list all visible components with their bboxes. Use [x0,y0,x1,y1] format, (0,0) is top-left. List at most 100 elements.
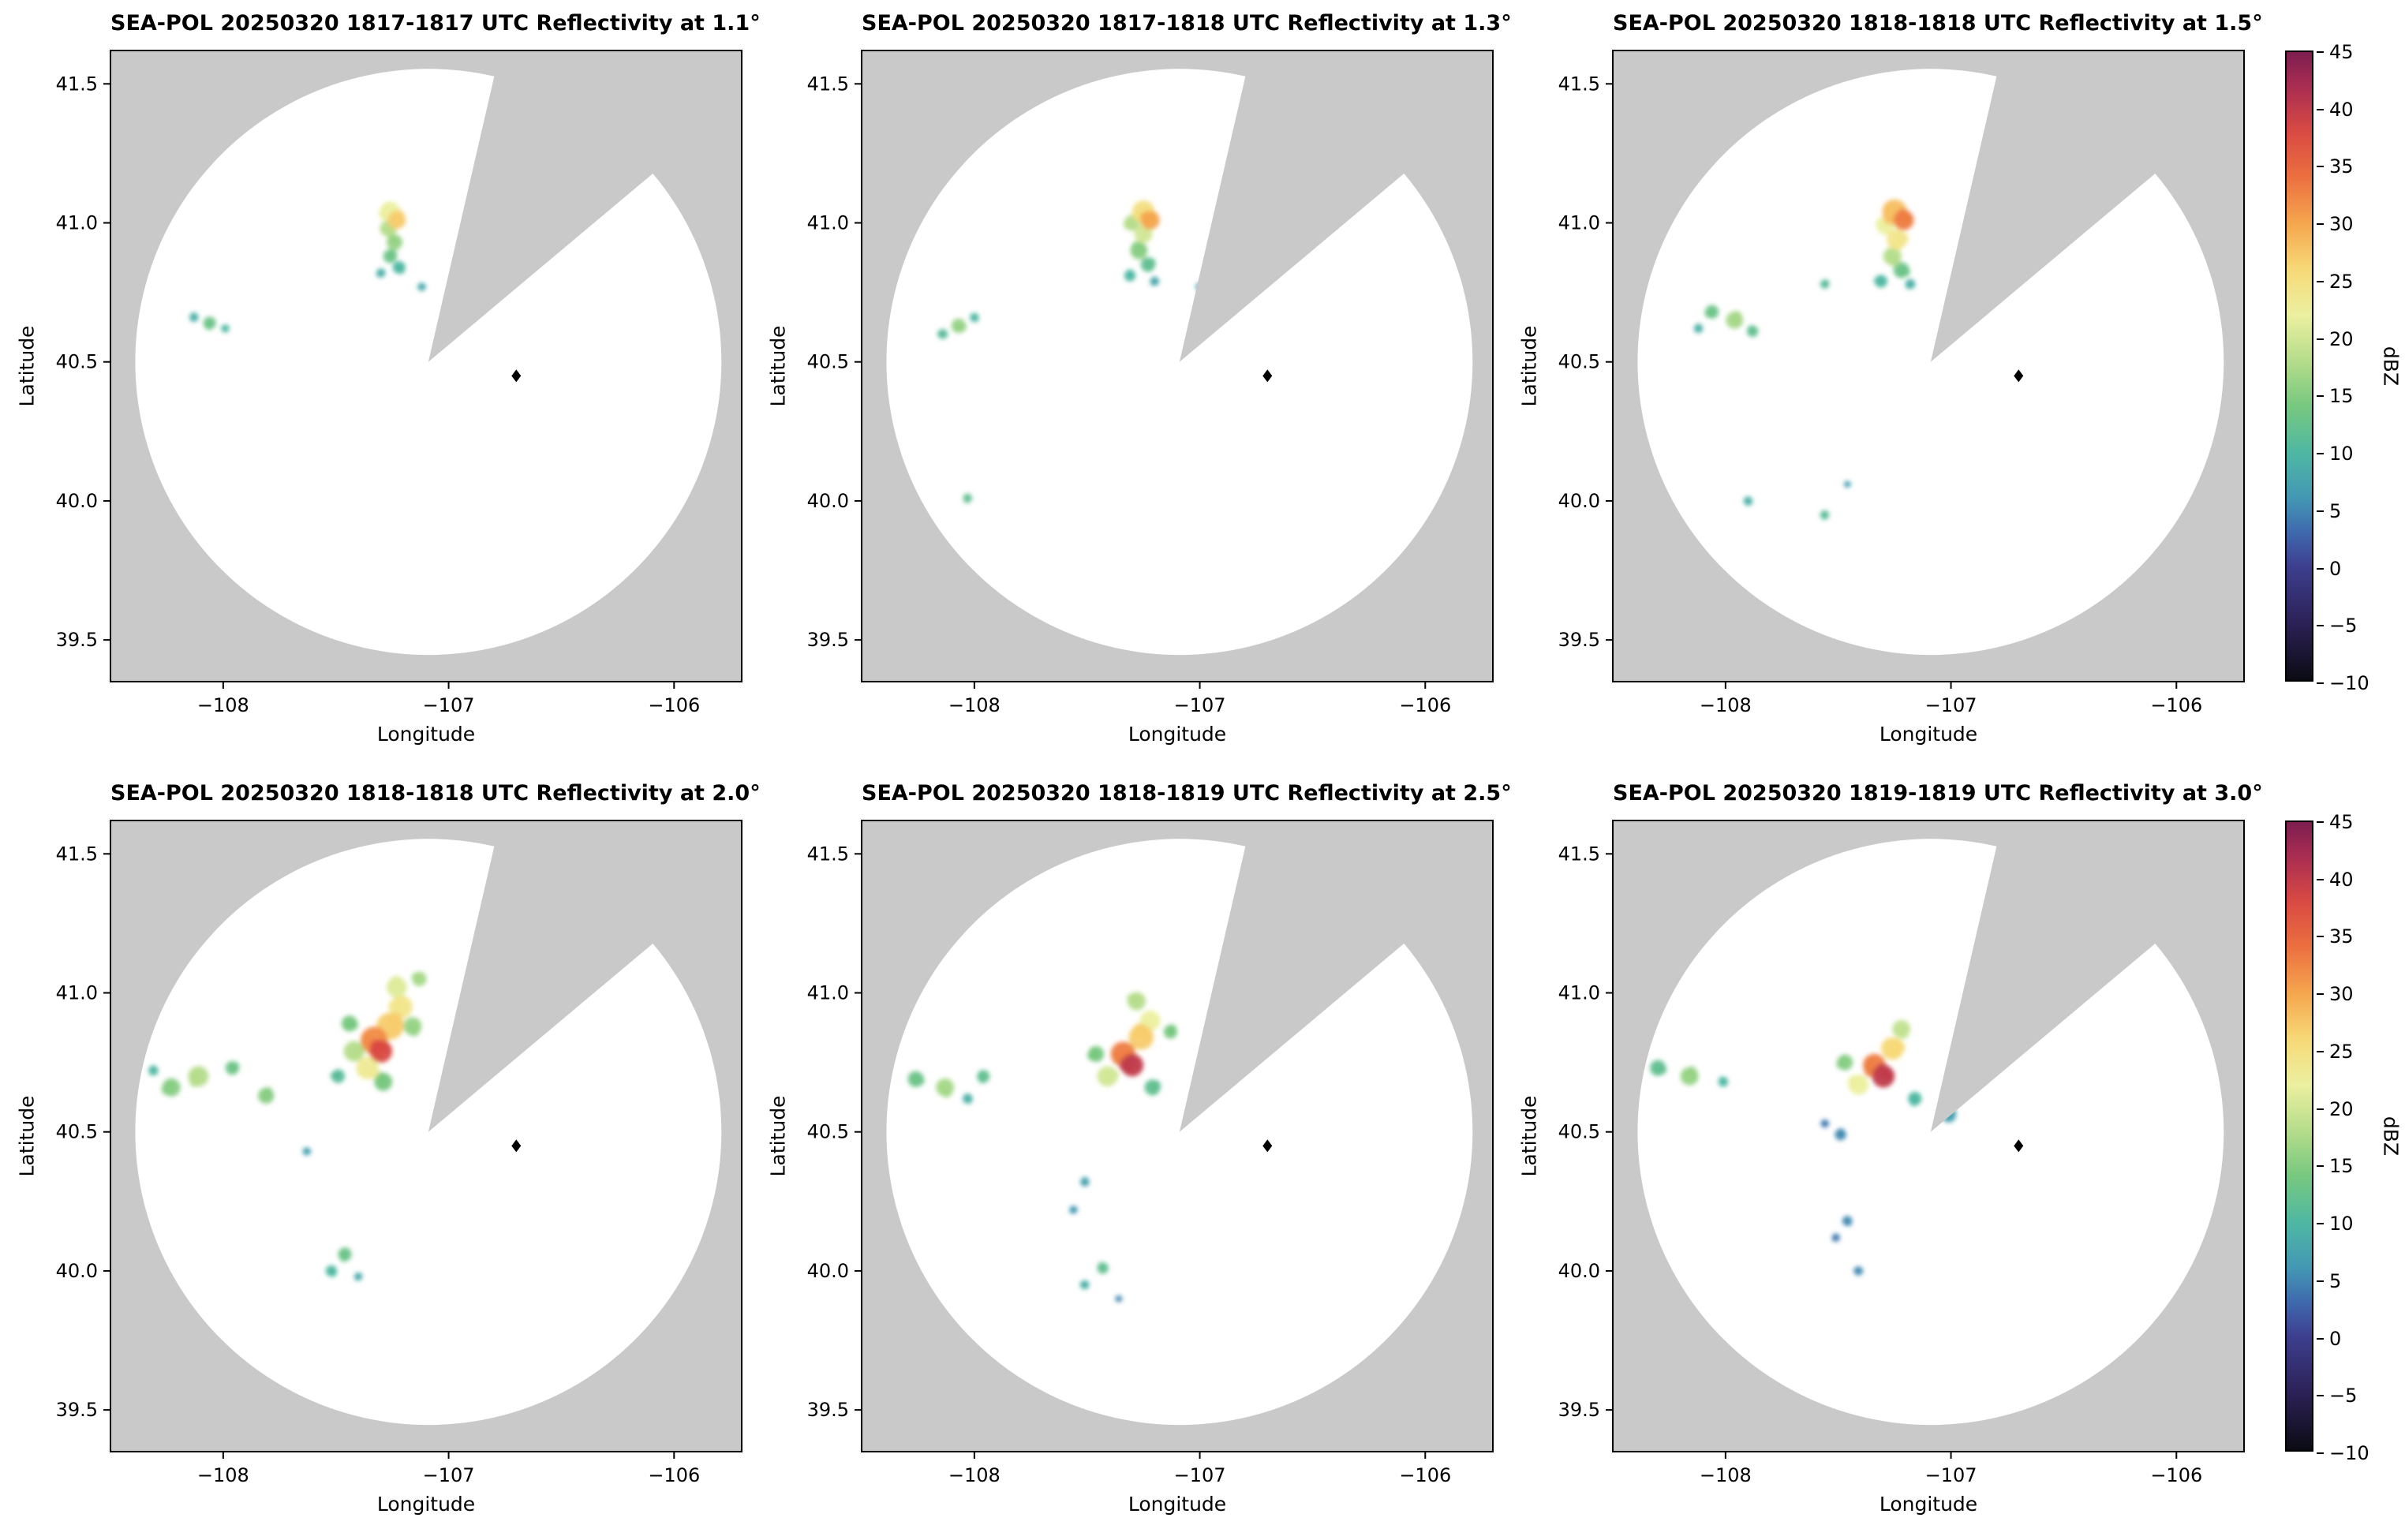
radar-coverage-area [135,69,722,656]
radar-site-marker [2014,369,2024,383]
radar-panel-5: SEA-POL 20250320 1818-1819 UTC Reflectiv… [751,770,1512,1540]
y-tick-label: 40.0 [56,1260,98,1282]
colorbar-tick-label: 45 [2329,811,2354,833]
colorbar-tick-label: 45 [2329,41,2354,63]
radar-ppi-plot: −108 −107 −106 41.5 41.0 40.5 40.0 39.5 [56,820,742,1486]
radar-coverage-area [886,69,1473,656]
x-tick-label: −106 [2150,694,2202,716]
colorbar-tick [2317,338,2324,340]
colorbar-tick [2317,625,2324,627]
radar-ppi-plot: −108 −107 −106 41.5 41.0 40.5 40.0 39.5 [56,50,742,716]
y-tick-label: 39.5 [56,1399,98,1421]
y-axis-label: Latitude [766,1095,790,1177]
y-tick-label: 39.5 [1558,629,1600,651]
y-tick-label: 40.5 [807,1121,849,1143]
radar-panel-3: SEA-POL 20250320 1818-1818 UTC Reflectiv… [1502,0,2263,770]
colorbar-tick-label: 40 [2329,868,2354,891]
plot-frame [1612,50,2245,682]
colorbar-row-1: 45 40 35 30 25 20 15 10 5 0 −5 −10 dBZ [2254,0,2405,770]
colorbar-tick-label: 0 [2329,557,2342,580]
colorbar-gradient [2285,820,2313,1452]
colorbar-tick [2317,51,2324,53]
x-tick-label: −107 [1174,694,1226,716]
colorbar-tick [2317,1280,2324,1282]
radar-ppi-plot: −108 −107 −106 41.5 41.0 40.5 40.0 39.5 [1558,820,2245,1486]
figure-row-1: SEA-POL 20250320 1817-1817 UTC Reflectiv… [15,0,2405,770]
y-tick-label: 40.0 [807,1260,849,1282]
colorbar-tick-label: 30 [2329,213,2354,236]
colorbar-gradient [2285,50,2313,682]
y-tick-label: 39.5 [807,1399,849,1421]
x-tick-label: −108 [197,694,249,716]
colorbar-tick-label: 20 [2329,327,2354,350]
colorbar-ticks [2317,51,2325,684]
colorbar-tick [2317,1050,2324,1052]
y-tick-label: 40.5 [56,1121,98,1143]
panel-title: SEA-POL 20250320 1818-1819 UTC Reflectiv… [862,781,1512,806]
y-tick-label: 41.0 [56,982,98,1004]
colorbar-tick-label: 15 [2329,385,2354,408]
colorbar-tick [2317,682,2324,684]
panel-title: SEA-POL 20250320 1819-1819 UTC Reflectiv… [1613,781,2263,806]
y-tick-label: 41.5 [1558,843,1600,865]
colorbar-tick [2317,993,2324,996]
y-tick-label: 41.5 [56,843,98,865]
colorbar-tick [2317,280,2324,282]
y-tick-label: 39.5 [56,629,98,651]
radar-coverage-area [1637,839,2224,1426]
y-tick-label: 40.0 [1558,490,1600,512]
reflectivity-echoes [189,201,427,333]
figure-row-2: SEA-POL 20250320 1818-1818 UTC Reflectiv… [0,770,2405,1540]
x-axis-label: Longitude [376,1493,476,1516]
x-tick-label: −106 [648,694,700,716]
radar-site-marker [1262,1139,1273,1153]
colorbar-tick-label: −10 [2329,672,2369,694]
colorbar-tick-label: 30 [2329,983,2354,1006]
y-tick-label: 41.5 [1558,73,1600,95]
x-tick-label: −107 [423,1464,475,1486]
colorbar-tick [2317,878,2324,880]
colorbar-ticks [2317,821,2325,1454]
x-tick-label: −107 [1925,694,1977,716]
y-tick-label: 41.0 [807,982,849,1004]
colorbar-tick-label: 25 [2329,1040,2354,1063]
y-tick-label: 41.0 [807,212,849,234]
radar-ppi-plot: −108 −107 −106 41.5 41.0 40.5 40.0 39.5 [807,820,1494,1486]
colorbar-tick-label: −5 [2329,615,2358,637]
colorbar-tick [2317,936,2324,938]
radar-site-marker [511,1139,522,1153]
radar-site-marker [511,369,522,383]
colorbar-tick-label: −5 [2329,1385,2358,1407]
colorbar-axis-label: dBZ [2379,1116,2403,1157]
colorbar-tick [2317,1108,2324,1110]
colorbar-tick-label: 20 [2329,1097,2354,1120]
colorbar-tick [2317,1452,2324,1454]
plot-frame [110,820,742,1452]
y-tick-label: 39.5 [807,629,849,651]
radar-ppi-plot: −108 −107 −106 41.5 41.0 40.5 40.0 39.5 [807,50,1494,716]
panel-title: SEA-POL 20250320 1817-1818 UTC Reflectiv… [862,11,1512,36]
reflectivity-echoes [937,200,1205,503]
plot-frame [1612,820,2245,1452]
colorbar-tick [2317,510,2324,512]
x-axis-label: Longitude [1879,1493,1978,1516]
x-tick-label: −106 [1399,1464,1451,1486]
colorbar-tick-labels: 45 40 35 30 25 20 15 10 5 0 −5 −10 [2329,41,2392,694]
y-tick-label: 41.5 [807,843,849,865]
reflectivity-echoes [907,992,1177,1303]
x-tick-label: −108 [1700,1464,1752,1486]
x-axis-label: Longitude [1128,723,1227,746]
panel-title: SEA-POL 20250320 1818-1818 UTC Reflectiv… [1613,11,2263,36]
x-tick-label: −108 [197,1464,249,1486]
y-axis-label: Latitude [15,1095,39,1177]
reflectivity-echoes [1693,199,1916,521]
radar-panel-2: SEA-POL 20250320 1817-1818 UTC Reflectiv… [751,0,1512,770]
y-tick-label: 40.0 [56,490,98,512]
y-axis-label: Latitude [15,325,39,407]
colorbar-tick-label: 10 [2329,443,2354,465]
panel-title: SEA-POL 20250320 1817-1817 UTC Reflectiv… [110,11,761,36]
radar-site-marker [2014,1139,2024,1153]
x-tick-label: −106 [2150,1464,2202,1486]
colorbar-tick [2317,1223,2324,1225]
